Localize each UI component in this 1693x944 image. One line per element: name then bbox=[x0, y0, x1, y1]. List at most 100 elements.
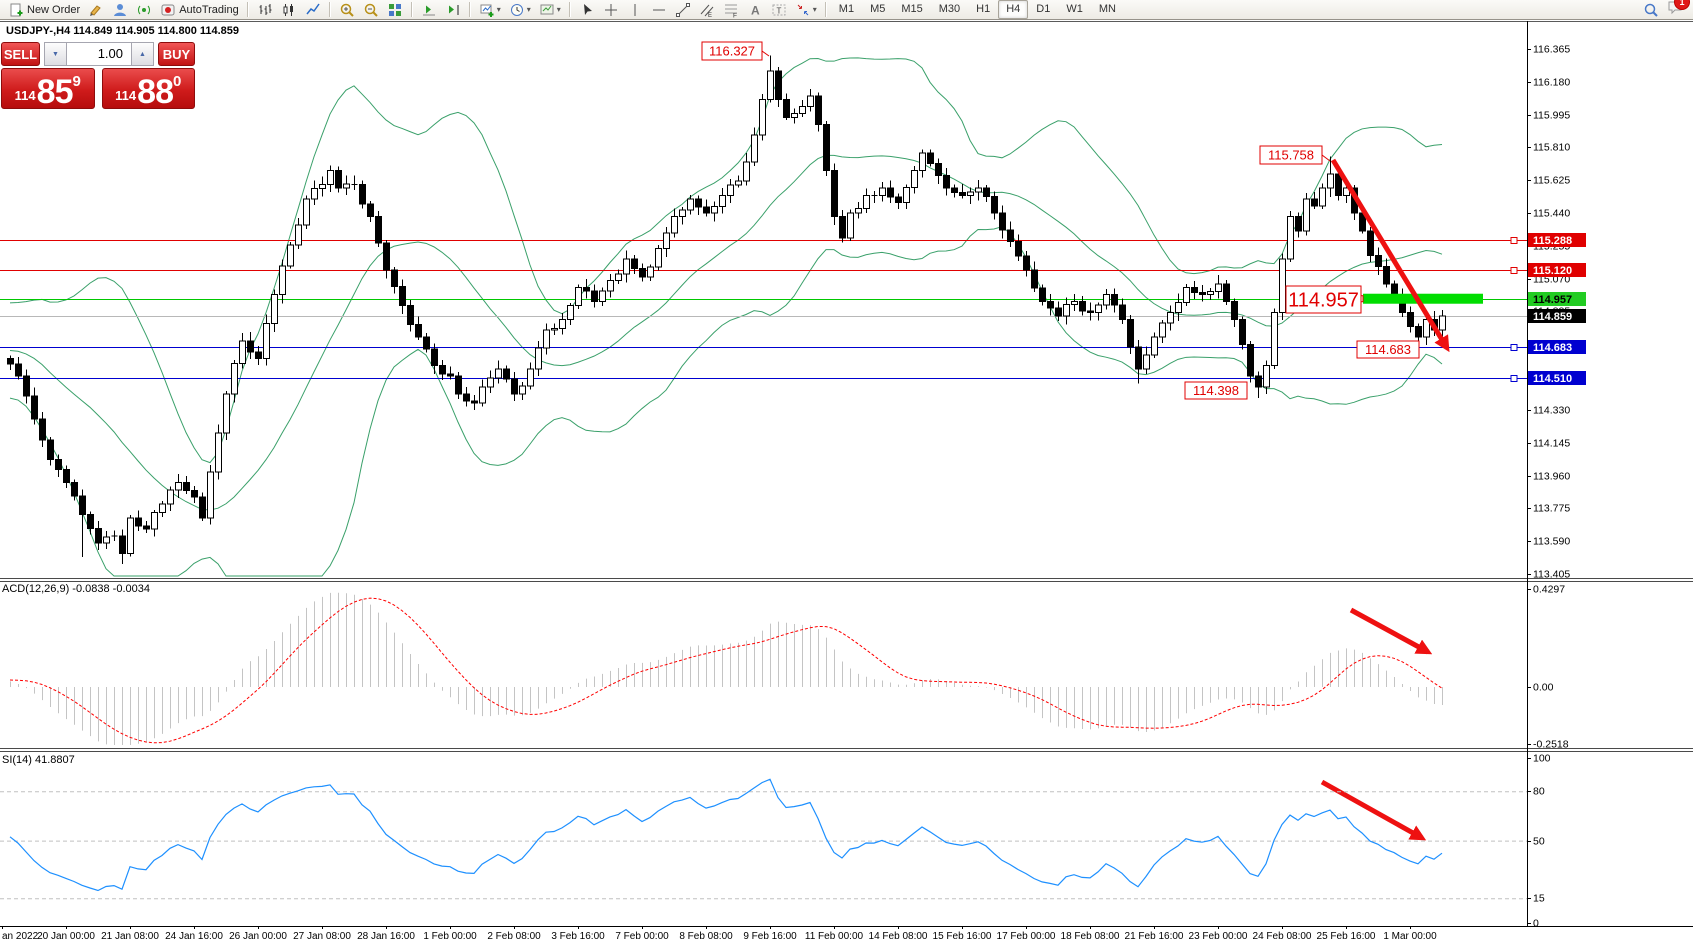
volume-increase-button[interactable]: ▲ bbox=[131, 42, 154, 66]
zoom-out-icon[interactable] bbox=[359, 0, 383, 20]
candle-body bbox=[95, 528, 102, 544]
templates-button[interactable]: ▾ bbox=[535, 0, 565, 20]
notification-badge: 1 bbox=[1674, 0, 1690, 10]
sell-price-big: 85 bbox=[36, 73, 74, 111]
zoom-in-icon[interactable] bbox=[335, 0, 359, 20]
dropdown-caret-icon[interactable]: ▾ bbox=[496, 5, 501, 14]
volume-input[interactable]: 1.00 bbox=[67, 42, 131, 66]
horizontal-line-icon-glyph bbox=[652, 9, 665, 10]
rsi-axis-label: 80 bbox=[1533, 786, 1545, 798]
toolbar-separator bbox=[410, 2, 413, 17]
bar-chart-icon[interactable] bbox=[253, 0, 277, 20]
trend-arrow[interactable] bbox=[1330, 158, 1450, 353]
sell-button[interactable]: SELL bbox=[1, 42, 40, 66]
styler-icon[interactable] bbox=[84, 0, 108, 20]
timeframe-button-w1[interactable]: W1 bbox=[1066, 3, 1083, 15]
crosshair-icon[interactable] bbox=[599, 0, 623, 20]
candle-body bbox=[183, 482, 190, 492]
metaeditor-icon[interactable] bbox=[108, 0, 132, 20]
autotrading-button[interactable]: AutoTrading bbox=[156, 0, 243, 20]
candle-body bbox=[1223, 283, 1230, 303]
tile-windows-icon[interactable] bbox=[383, 0, 407, 20]
toolbar-separator bbox=[824, 2, 827, 17]
candle-body bbox=[295, 224, 302, 246]
chat-button[interactable]: 1 bbox=[1667, 0, 1690, 20]
timeframe-button-h1[interactable]: H1 bbox=[976, 3, 991, 15]
macd-label: ACD(12,26,9) -0.0838 -0.0034 bbox=[2, 583, 150, 595]
time-label: 24 Feb 08:00 bbox=[1253, 931, 1312, 942]
timeframe-button-d1[interactable]: D1 bbox=[1036, 3, 1051, 15]
callout-connector bbox=[1321, 154, 1331, 162]
signals-icon[interactable] bbox=[132, 0, 156, 20]
price-tick-label: 116.365 bbox=[1533, 44, 1570, 56]
horizontal-line-icon[interactable] bbox=[647, 0, 671, 20]
candle-body bbox=[543, 329, 550, 349]
candle-body bbox=[367, 203, 374, 218]
periods-button[interactable]: ▾ bbox=[505, 0, 535, 20]
price-callout-box[interactable] bbox=[1184, 381, 1248, 400]
candle-body bbox=[1183, 287, 1190, 303]
timeframe-button-m1[interactable]: M1 bbox=[838, 3, 855, 15]
price-callout-box[interactable] bbox=[1356, 340, 1420, 359]
volume-decrease-button[interactable]: ▼ bbox=[44, 42, 67, 66]
new-chart-button[interactable]: ▾ bbox=[475, 0, 505, 20]
buy-button[interactable]: BUY bbox=[158, 42, 195, 66]
candle-body bbox=[783, 99, 790, 118]
candle-body bbox=[863, 194, 870, 209]
timeframe-button-m5[interactable]: M5 bbox=[870, 3, 886, 15]
sell-price-display[interactable]: 114 85 9 bbox=[1, 68, 95, 109]
support-highlight-bar[interactable] bbox=[1363, 293, 1483, 304]
arrows-icon[interactable]: ▾ bbox=[791, 0, 821, 20]
timeframe-button-h4[interactable]: H4 bbox=[998, 0, 1029, 19]
candle-body bbox=[1103, 294, 1110, 306]
dropdown-caret-icon[interactable]: ▾ bbox=[556, 5, 561, 14]
zoom-in-icon-glyph bbox=[340, 3, 354, 17]
candle-body bbox=[1111, 294, 1118, 306]
trend-arrow[interactable] bbox=[1349, 607, 1433, 655]
text-label-icon[interactable]: T bbox=[767, 0, 791, 20]
new-order-glyph bbox=[10, 3, 23, 16]
auto-scroll-icon[interactable] bbox=[417, 0, 441, 20]
cursor-icon[interactable] bbox=[575, 0, 599, 20]
timeframe-button-mn[interactable]: MN bbox=[1098, 3, 1116, 15]
price-badge-text: 115.288 bbox=[1533, 235, 1572, 247]
candle-body bbox=[687, 198, 694, 211]
chart-shift-icon[interactable] bbox=[441, 0, 465, 20]
timeframe-button-m15[interactable]: M15 bbox=[901, 3, 923, 15]
dropdown-caret-icon[interactable]: ▾ bbox=[526, 5, 531, 14]
candle-body bbox=[735, 180, 742, 186]
rsi-panel: SI(14) 41.8807 100 80 50 15 0 bbox=[0, 753, 1551, 930]
auto-scroll-icon-glyph bbox=[422, 5, 435, 15]
candle-body bbox=[927, 152, 934, 164]
trendline-icon[interactable] bbox=[671, 0, 695, 20]
candle-body bbox=[1247, 343, 1254, 377]
dropdown-caret-icon[interactable]: ▾ bbox=[812, 5, 817, 14]
text-icon[interactable]: A bbox=[743, 0, 767, 20]
candle-body bbox=[1263, 365, 1270, 388]
fibonacci-icon[interactable]: F bbox=[719, 0, 743, 20]
top-toolbar: New Order AutoTrading ▾ ▾ ▾ E F A T ▾ M1 M5 M15 M30 H1… bbox=[0, 0, 1693, 20]
time-label: 27 Jan 08:00 bbox=[293, 931, 351, 942]
search-icon[interactable] bbox=[1643, 2, 1659, 18]
price-callout-box[interactable] bbox=[1285, 285, 1362, 314]
vertical-line-icon[interactable] bbox=[623, 0, 647, 20]
candlestick-chart-icon[interactable] bbox=[277, 0, 301, 20]
trend-arrow[interactable] bbox=[1320, 779, 1427, 841]
candle-body bbox=[23, 375, 30, 397]
timeframe-button-m30[interactable]: M30 bbox=[938, 3, 961, 15]
equidistant-channel-icon-glyph: E bbox=[700, 4, 714, 18]
candle-body bbox=[447, 373, 454, 377]
buy-price-display[interactable]: 114 88 0 bbox=[101, 68, 195, 109]
price-callout-box[interactable] bbox=[701, 41, 763, 61]
price-tick-label: 116.180 bbox=[1533, 77, 1570, 89]
candle-body bbox=[239, 340, 246, 365]
new-chart-glyph bbox=[480, 4, 494, 17]
candle-body bbox=[231, 363, 238, 395]
candle-body bbox=[791, 112, 798, 118]
new-order-button[interactable]: New Order bbox=[4, 0, 84, 20]
equidistant-channel-icon[interactable]: E bbox=[695, 0, 719, 20]
price-callout-box[interactable] bbox=[1259, 145, 1323, 165]
line-chart-icon[interactable] bbox=[301, 0, 325, 20]
